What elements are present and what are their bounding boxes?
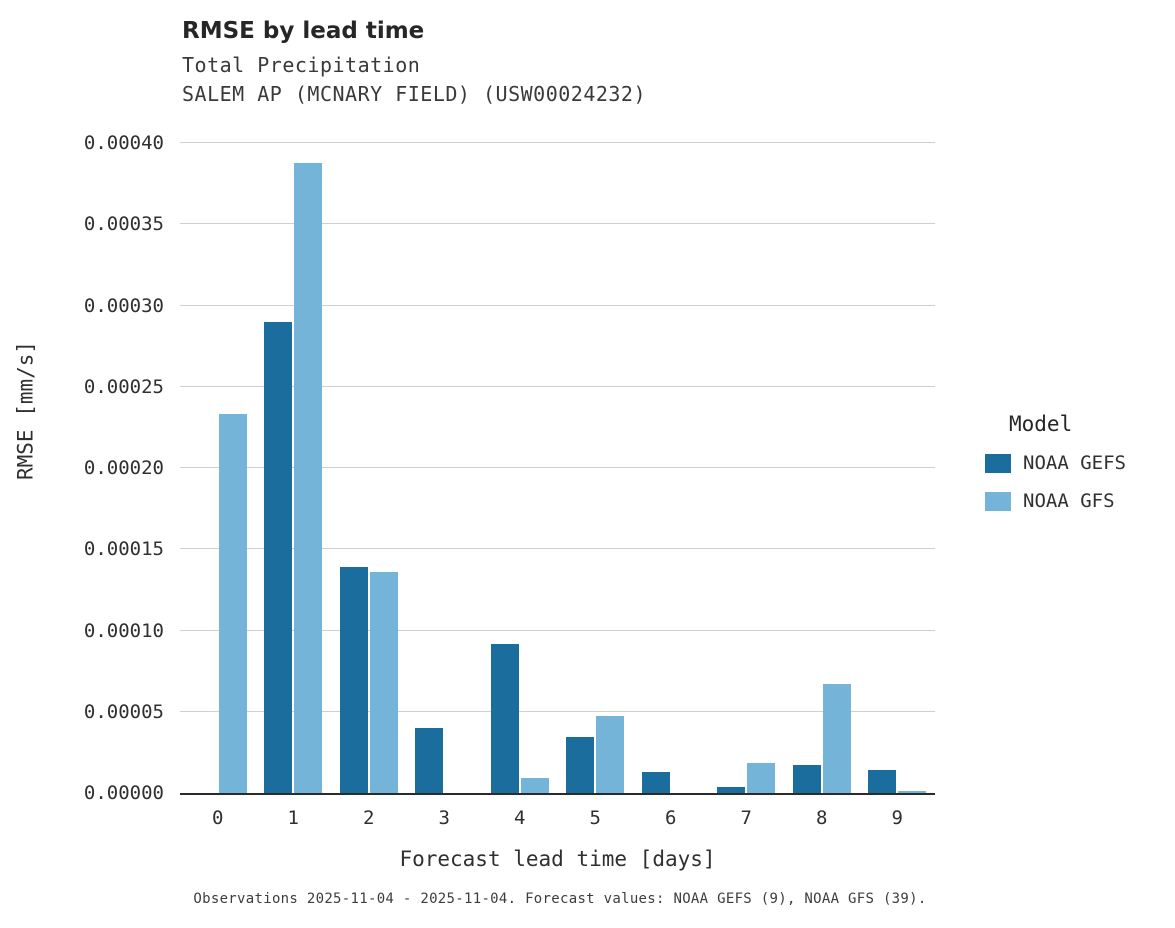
x-tick-label: 6 (665, 807, 677, 829)
y-tick-label: 0.00040 (83, 132, 164, 154)
bar-noaa-gefs-1 (264, 321, 293, 793)
y-tick-label: 0.00030 (83, 294, 164, 317)
chart-caption: Observations 2025-11-04 - 2025-11-04. Fo… (193, 891, 927, 907)
bar-noaa-gfs-7 (747, 762, 776, 793)
y-tick-label: 0.00020 (83, 457, 164, 479)
legend: Model NOAA GEFS NOAA GFS (985, 412, 1170, 528)
bar-noaa-gefs-2 (339, 567, 368, 793)
legend-label-noaa-gfs: NOAA GFS (1023, 490, 1115, 512)
legend-title: Model (1009, 412, 1073, 436)
bar-noaa-gefs-3 (415, 728, 444, 793)
bar-noaa-gefs-8 (792, 765, 821, 793)
gridline (180, 467, 935, 468)
gridline (180, 629, 935, 631)
bar-noaa-gfs-8 (822, 684, 851, 793)
chart-title: RMSE by lead time (182, 18, 425, 44)
bar-noaa-gefs-6 (641, 771, 670, 793)
gridline (180, 142, 935, 143)
legend-entry-noaa-gefs: NOAA GEFS (985, 452, 1170, 474)
bar-noaa-gfs-2 (369, 572, 398, 793)
x-tick-label: 9 (891, 807, 903, 829)
legend-label-noaa-gefs: NOAA GEFS (1023, 452, 1126, 474)
x-tick-label: 5 (589, 807, 601, 829)
y-tick-label: 0.00010 (83, 619, 164, 642)
legend-entry-noaa-gfs: NOAA GFS (985, 490, 1170, 512)
x-tick-label: 7 (740, 807, 752, 829)
bar-noaa-gfs-1 (294, 162, 323, 793)
y-axis-label: RMSE [mm/s] (13, 340, 38, 480)
bar-noaa-gfs-5 (596, 715, 625, 793)
x-tick-label: 3 (438, 807, 450, 829)
x-tick-label: 0 (212, 807, 224, 829)
y-tick-label: 0.00035 (83, 213, 164, 236)
gridline (180, 385, 935, 387)
gridline (180, 223, 935, 225)
gridline (180, 304, 935, 306)
x-tick-label: 4 (514, 807, 526, 829)
bar-noaa-gfs-9 (898, 790, 927, 793)
x-tick-label: 2 (363, 807, 375, 829)
legend-swatch-noaa-gfs-icon (985, 491, 1011, 511)
x-tick-label: 1 (287, 807, 299, 829)
bar-noaa-gfs-0 (218, 414, 247, 793)
y-tick-label: 0.00000 (83, 782, 164, 804)
gridline (180, 710, 935, 712)
chart-subtitle-variable: Total Precipitation (182, 53, 421, 77)
gridline (180, 548, 935, 550)
legend-swatch-noaa-gefs-icon (985, 453, 1011, 473)
y-tick-label: 0.00025 (83, 375, 164, 398)
plot-area: 0.00000 0.00005 0.00010 0.00015 0.00020 0.000… (84, 132, 935, 829)
y-tick-label: 0.00015 (83, 538, 164, 561)
x-axis-label: Forecast lead time [days] (399, 847, 716, 871)
y-tick-label: 0.00005 (83, 700, 164, 723)
bar-noaa-gefs-5 (566, 736, 595, 793)
bar-noaa-gefs-7 (717, 786, 746, 793)
bar-noaa-gefs-4 (490, 643, 519, 793)
chart-subtitle-station: SALEM AP (MCNARY FIELD) (USW00024232) (182, 82, 647, 106)
bar-noaa-gefs-9 (868, 769, 897, 793)
bar-noaa-gfs-4 (520, 777, 549, 793)
x-tick-label: 8 (816, 807, 828, 829)
